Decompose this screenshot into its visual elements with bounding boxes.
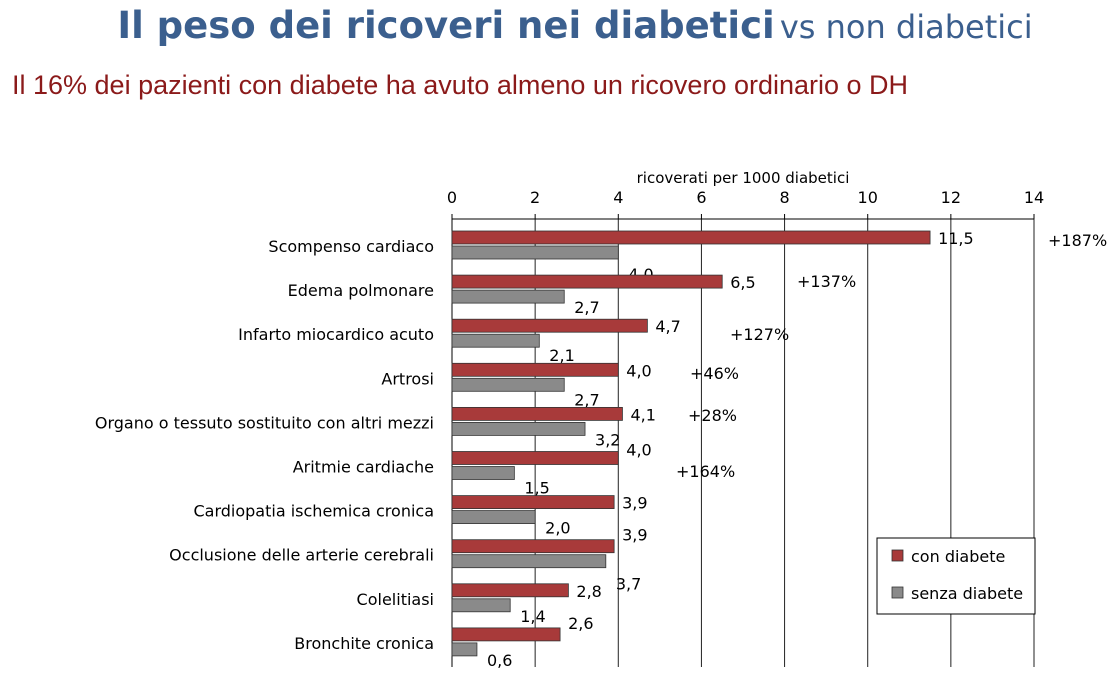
percent-increase-annotation: +127% <box>730 325 789 344</box>
category-label: Edema polmonare <box>288 281 434 300</box>
slide-subtitle: Il 16% dei pazienti con diabete ha avuto… <box>12 70 909 100</box>
legend-swatch-senza-diabete <box>891 586 904 599</box>
bar-con-diabete <box>451 274 723 289</box>
percent-increase-annotation: +46% <box>690 364 739 383</box>
data-label-senza-diabete: 3,7 <box>616 575 641 594</box>
category-label: Organo o tessuto sostituito con altri me… <box>95 413 434 432</box>
bar-con-diabete <box>451 451 619 465</box>
x-tick-label: 2 <box>530 188 540 207</box>
legend-swatch-con-diabete <box>891 549 904 562</box>
bar-senza-diabete <box>451 554 607 569</box>
category-label: Colelitiasi <box>357 590 434 609</box>
data-label-con-diabete: 3,9 <box>622 526 647 545</box>
bar-con-diabete <box>451 230 931 245</box>
data-label-senza-diabete: 2,1 <box>549 346 574 365</box>
percent-increase-annotation: +187% <box>1048 231 1107 250</box>
x-tick-label: 6 <box>696 188 706 207</box>
data-label-senza-diabete: 1,4 <box>520 607 545 626</box>
category-label: Scompenso cardiaco <box>268 237 434 256</box>
x-tick-label: 8 <box>779 188 789 207</box>
legend-label-senza-diabete: senza diabete <box>911 584 1023 603</box>
data-label-con-diabete: 2,8 <box>576 582 601 601</box>
bar-con-diabete <box>451 583 569 598</box>
slide-title-main: Il peso dei ricoveri nei diabetici <box>117 4 775 47</box>
bar-con-diabete <box>451 362 619 377</box>
slide-title-secondary: vs non diabetici <box>779 8 1033 46</box>
data-label-con-diabete: 4,7 <box>655 317 680 336</box>
category-label: Artrosi <box>381 369 434 388</box>
percent-increase-annotation: +28% <box>688 406 737 425</box>
data-label-con-diabete: 3,9 <box>622 494 647 513</box>
bar-senza-diabete <box>451 598 511 613</box>
x-tick-label: 14 <box>1024 188 1044 207</box>
percent-increase-annotation: +137% <box>797 272 856 291</box>
category-label: Infarto miocardico acuto <box>238 325 434 344</box>
bar-senza-diabete <box>451 421 586 436</box>
category-label: Aritmie cardiache <box>293 458 434 477</box>
x-axis-title: ricoverati per 1000 diabetici <box>637 169 850 187</box>
bar-con-diabete <box>451 539 615 554</box>
bar-senza-diabete <box>451 333 540 348</box>
data-label-con-diabete: 2,6 <box>568 614 593 633</box>
legend-label-con-diabete: con diabete <box>911 547 1005 566</box>
data-label-senza-diabete: 0,6 <box>487 651 512 670</box>
bar-senza-diabete <box>451 466 515 480</box>
data-label-con-diabete: 4,0 <box>626 361 651 380</box>
category-label: Cardiopatia ischemica cronica <box>193 502 434 521</box>
data-label-senza-diabete: 2,7 <box>574 298 599 317</box>
bar-con-diabete <box>451 495 615 510</box>
bar-con-diabete <box>451 318 648 333</box>
data-label-con-diabete: 4,0 <box>626 441 651 460</box>
data-label-con-diabete: 4,1 <box>630 405 655 424</box>
bar-senza-diabete <box>451 289 565 304</box>
bar-senza-diabete <box>451 642 478 657</box>
bar-con-diabete <box>451 627 561 642</box>
category-label: Bronchite cronica <box>294 634 434 653</box>
x-tick-label: 10 <box>858 188 878 207</box>
bar-senza-diabete <box>451 510 536 525</box>
data-label-con-diabete: 6,5 <box>730 273 755 292</box>
category-label: Occlusione delle arterie cerebrali <box>169 546 434 565</box>
percent-increase-annotation: +164% <box>676 462 735 481</box>
bar-con-diabete <box>451 406 623 421</box>
data-label-senza-diabete: 2,7 <box>574 390 599 409</box>
bar-senza-diabete <box>451 245 619 260</box>
x-tick-label: 12 <box>941 188 961 207</box>
data-label-con-diabete: 11,5 <box>938 229 974 248</box>
data-label-senza-diabete: 2,0 <box>545 519 570 538</box>
data-label-senza-diabete: 1,5 <box>524 479 549 498</box>
slide-title: Il peso dei ricoveri nei diabetici vs no… <box>0 4 1120 47</box>
x-tick-label: 4 <box>613 188 623 207</box>
bar-senza-diabete <box>451 377 565 392</box>
x-tick-label: 0 <box>447 188 457 207</box>
data-label-senza-diabete: 3,2 <box>595 430 620 449</box>
